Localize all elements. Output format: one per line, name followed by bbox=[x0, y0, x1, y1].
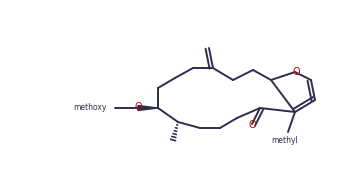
Text: O: O bbox=[248, 120, 256, 130]
Text: methyl: methyl bbox=[272, 136, 298, 145]
Text: O: O bbox=[292, 67, 300, 77]
Polygon shape bbox=[138, 105, 158, 111]
Text: methoxy: methoxy bbox=[74, 103, 107, 113]
Text: O: O bbox=[134, 102, 142, 112]
